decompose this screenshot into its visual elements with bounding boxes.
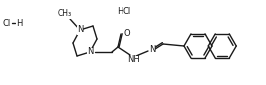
Text: N: N bbox=[149, 45, 155, 53]
Text: H: H bbox=[117, 6, 123, 15]
Text: NH: NH bbox=[128, 56, 140, 65]
Text: N: N bbox=[77, 26, 83, 35]
Text: N: N bbox=[87, 48, 93, 57]
Text: H: H bbox=[16, 19, 22, 28]
Text: Cl: Cl bbox=[123, 6, 131, 15]
Text: O: O bbox=[124, 28, 131, 37]
Text: CH₃: CH₃ bbox=[58, 10, 72, 19]
Text: Cl: Cl bbox=[3, 19, 11, 28]
